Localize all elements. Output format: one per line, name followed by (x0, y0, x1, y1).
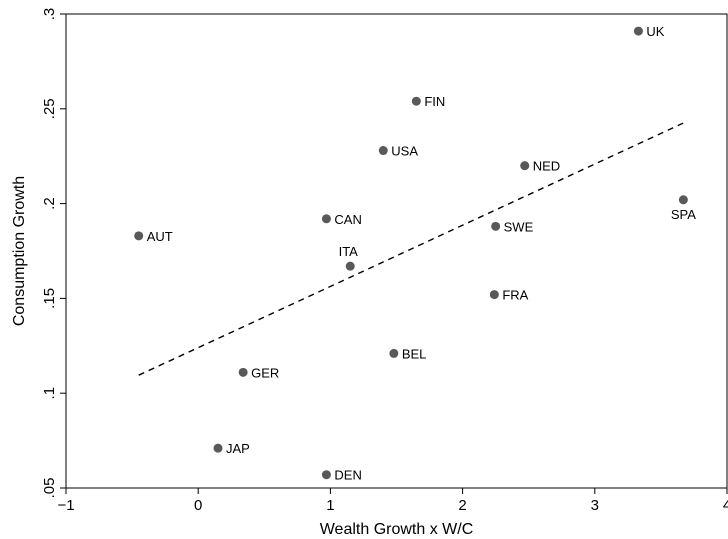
x-tick-label: 2 (458, 497, 466, 514)
y-tick-label: .05 (41, 478, 58, 499)
x-axis-title: Wealth Growth x W/C (320, 521, 474, 538)
data-point-fin (411, 96, 421, 106)
y-tick-label: .3 (41, 8, 58, 21)
data-point-den (321, 470, 331, 480)
data-point-ger (238, 367, 248, 377)
point-label-spa: SPA (671, 207, 696, 222)
data-point-spa (678, 195, 688, 205)
x-tick-label: 4 (723, 497, 728, 514)
fit-line (138, 122, 684, 376)
data-point-uk (633, 26, 643, 36)
point-label-jap: JAP (226, 441, 250, 456)
x-tick-label: 1 (326, 497, 334, 514)
y-tick-label: .2 (41, 197, 58, 210)
data-point-ned (520, 161, 530, 171)
axes: −1 0 1 2 3 4 .05 .1 .15 .2 .25 .3 (41, 8, 728, 514)
point-label-fra: FRA (502, 288, 528, 303)
y-tick-label: .25 (41, 98, 58, 119)
data-point-can (321, 214, 331, 224)
data-point-jap (213, 443, 223, 453)
fit-line-group (138, 122, 684, 376)
point-label-ita: ITA (339, 244, 359, 259)
x-tick-label: 3 (591, 497, 599, 514)
data-point-swe (491, 221, 501, 231)
point-label-den: DEN (334, 468, 361, 483)
data-point-bel (389, 348, 399, 358)
point-label-usa: USA (391, 144, 418, 159)
point-label-bel: BEL (402, 346, 427, 361)
y-tick-label: .15 (41, 288, 58, 309)
y-tick-label: .1 (41, 387, 58, 400)
point-label-ger: GER (251, 365, 279, 380)
point-label-uk: UK (646, 24, 664, 39)
point-label-swe: SWE (504, 219, 534, 234)
plot-frame (65, 13, 728, 489)
y-axis-title: Consumption Growth (11, 176, 28, 326)
point-label-aut: AUT (147, 229, 173, 244)
data-point-aut (134, 231, 144, 241)
point-label-fin: FIN (424, 94, 445, 109)
x-tick-label: −1 (57, 497, 74, 514)
points-group: UK FIN USA NED SPA CAN SWE AUT ITA FRA BEL GER JAP DE… (134, 24, 696, 483)
point-label-can: CAN (334, 212, 361, 227)
x-tick-label: 0 (194, 497, 202, 514)
point-label-ned: NED (533, 159, 560, 174)
data-point-usa (378, 146, 388, 156)
data-point-fra (489, 290, 499, 300)
data-point-ita (345, 261, 355, 271)
